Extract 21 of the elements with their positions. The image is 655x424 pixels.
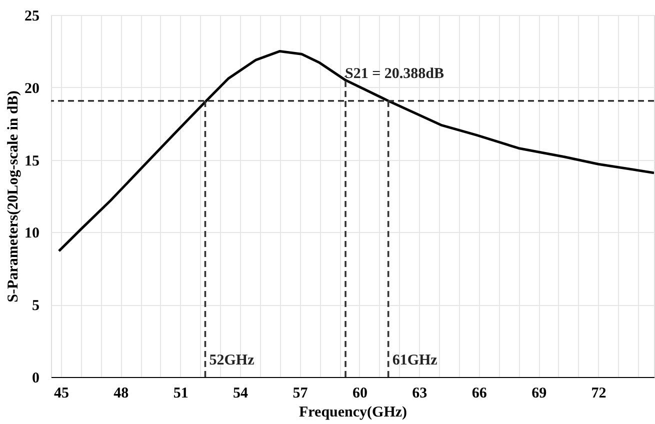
y-tick-label: 5 [32,298,40,314]
x-tick-label: 45 [54,386,69,402]
y-tick-label: 10 [24,226,40,242]
y-axis-title: S-Parameters(20Log-scale in dB) [6,90,22,302]
x-tick-label: 63 [412,386,428,402]
x-tick-label: 57 [292,386,308,402]
x-axis-title: Frequency(GHz) [298,404,408,420]
annotation: 52GHz [209,352,255,369]
y-tick-label: 25 [24,8,40,24]
x-tick-label: 69 [532,386,547,402]
y-tick-label: 20 [24,80,40,97]
x-tick-label: 48 [114,386,129,402]
annotation: 61GHz [392,352,438,369]
y-tick-label: 0 [32,370,40,386]
annotation: S21 = 20.388dB [345,66,444,82]
x-tick-label: 72 [591,386,606,402]
x-tick-label: 60 [352,386,368,402]
x-tick-label: 66 [472,386,488,402]
x-tick-label: 51 [173,386,188,402]
x-tick-label: 54 [233,386,249,402]
y-tick-label: 15 [24,153,40,170]
